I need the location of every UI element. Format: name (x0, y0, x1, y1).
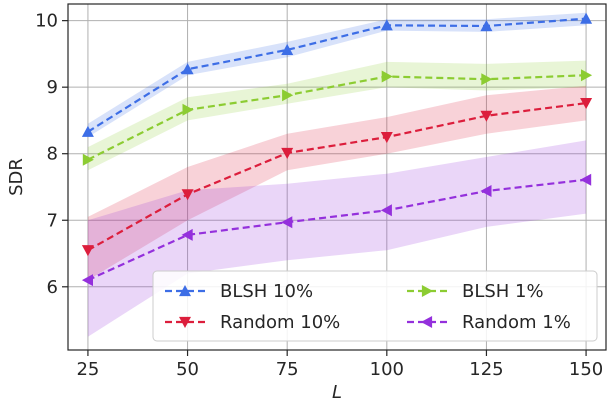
x-tick-label: 150 (569, 359, 603, 380)
blsh-1-point (182, 103, 194, 116)
blsh-1-point (581, 69, 593, 82)
legend-label-random-1: Random 1% (462, 312, 571, 333)
legend-marker-random-10 (179, 316, 191, 328)
y-tick-label: 10 (35, 11, 58, 32)
x-tick-label: 25 (76, 359, 99, 380)
legend-marker-random-1 (421, 316, 433, 328)
random-10-point (480, 110, 493, 122)
random-1-point (580, 173, 592, 186)
legend-label-blsh-10: BLSH 10% (220, 281, 313, 302)
blsh-1-point (282, 89, 294, 102)
y-axis-label: SDR (6, 158, 27, 196)
random-1-point (281, 216, 293, 229)
random-1-point (480, 185, 492, 197)
random-1-line (87, 178, 587, 282)
y-tick-label: 9 (47, 77, 58, 98)
plot-frame (67, 3, 607, 351)
blsh-10-line (87, 17, 587, 133)
legend-marker-blsh-1 (421, 285, 433, 297)
axis-ticks: 25 50 75 100 125 150 6 7 8 9 10 (35, 11, 603, 380)
blsh-1-line (87, 74, 587, 161)
blsh-10-point (81, 125, 94, 137)
random-1-point (380, 204, 392, 217)
blsh-10-point (281, 43, 294, 55)
legend: BLSH 10% Random 10% BLSH 1% Random 1% (152, 270, 598, 342)
blsh-10-point (380, 19, 393, 31)
random-10-point (380, 132, 393, 144)
legend-label-blsh-1: BLSH 1% (462, 281, 544, 302)
x-tick-label: 75 (276, 359, 299, 380)
y-tick-label: 7 (47, 210, 58, 231)
random-10-point (281, 147, 294, 159)
legend-box (152, 270, 598, 342)
x-tick-label: 50 (176, 359, 199, 380)
blsh-1-point (481, 73, 493, 86)
blsh-10-point (580, 12, 593, 24)
blsh-1-band (87, 60, 587, 171)
x-tick-label: 100 (370, 359, 404, 380)
random-10-band (87, 85, 587, 281)
random-10-point (580, 98, 593, 110)
blsh-1-point (381, 70, 393, 83)
blsh-10-point (480, 20, 493, 32)
blsh-10-point (181, 63, 194, 75)
blsh-1-point (82, 153, 94, 166)
legend-label-random-10: Random 10% (220, 312, 340, 333)
y-tick-label: 6 (47, 277, 58, 298)
random-1-point (81, 274, 93, 287)
x-tick-label: 125 (469, 359, 503, 380)
x-axis-label: L (332, 382, 342, 403)
random-10-line (87, 102, 587, 252)
random-1-point (181, 228, 193, 241)
random-1-band (87, 140, 587, 337)
random-10-point (181, 189, 194, 201)
y-tick-label: 8 (47, 144, 58, 165)
random-10-point (81, 245, 94, 257)
series-lines (81, 12, 593, 287)
legend-marker-blsh-10 (179, 285, 191, 297)
